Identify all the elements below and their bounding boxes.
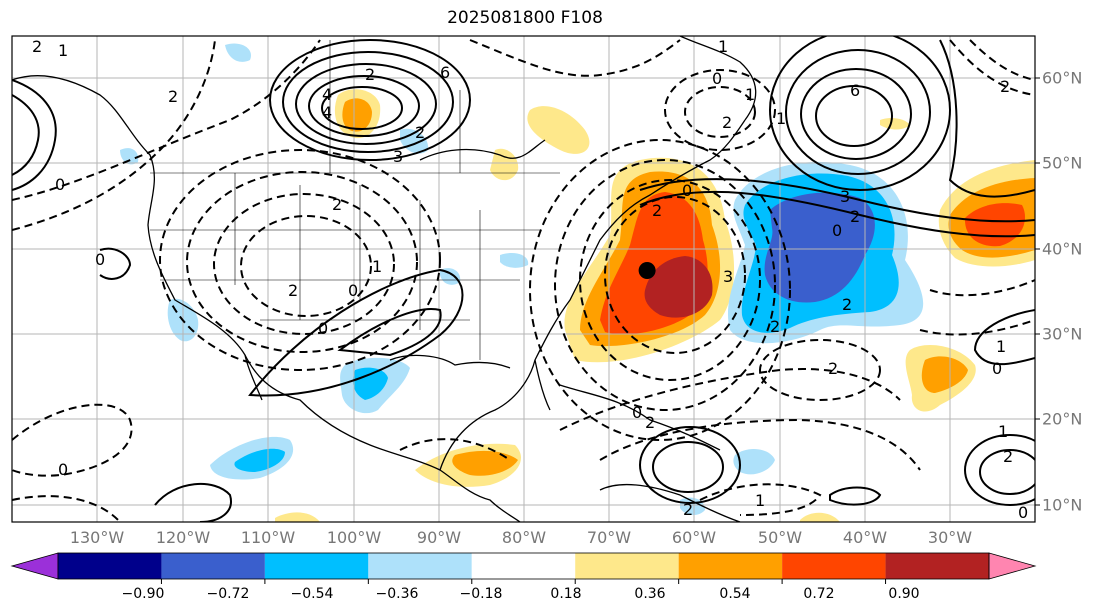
contour-label: 2: [365, 65, 375, 84]
contour-label: 2: [32, 37, 42, 56]
contour-label: 2: [828, 359, 838, 378]
colorbar-tick: −0.18: [459, 586, 503, 602]
lon-label: 80°W: [501, 528, 547, 547]
colorbar-tick: 0.18: [550, 586, 582, 602]
contours-negative: [12, 39, 1035, 522]
contour-label: 0: [682, 181, 692, 200]
lon-label: 40°W: [842, 528, 888, 547]
map-title: 2025081800 F108: [447, 8, 603, 28]
contour-label: 6: [440, 63, 450, 82]
map-frame: [11, 35, 1036, 523]
contour-label: 0: [992, 359, 1002, 378]
contour-label: 3: [723, 267, 733, 286]
colorbar-tick: 0.36: [634, 586, 666, 602]
contour-label: 2: [652, 201, 662, 220]
contour-label: 1: [58, 41, 68, 60]
colorbar-tick: −0.72: [206, 586, 250, 602]
political-borders: [150, 40, 560, 360]
contour-label: 1: [718, 37, 728, 56]
contour-label: 1: [755, 491, 765, 510]
lon-label: 30°W: [927, 528, 973, 547]
lat-label: 30°N: [1042, 324, 1083, 344]
contour-label: 2: [770, 317, 780, 336]
contour-label: 2: [842, 295, 852, 314]
contour-label: 0: [318, 319, 328, 338]
lon-label: 50°W: [757, 528, 803, 547]
contour-label: 2: [288, 281, 298, 300]
contour-label: 1: [372, 257, 382, 276]
contour-labels: 2 1 2 6 4 2 4 3 2 0 0 1 2 0 2 1 1 0 6 1 …: [32, 37, 1028, 522]
contour-label: 2: [168, 87, 178, 106]
shaded-field: [120, 43, 1035, 522]
contour-label: 1: [776, 109, 786, 128]
contour-label: 0: [1018, 503, 1028, 522]
lon-label: 120°W: [155, 528, 211, 547]
contour-label: 0: [95, 250, 105, 269]
contour-label: 1: [998, 422, 1008, 441]
contours-positive: [12, 36, 1035, 522]
lon-label: 90°W: [416, 528, 462, 547]
graticule: [12, 36, 1035, 522]
contour-label: 2: [415, 123, 425, 142]
contour-label: 1: [745, 85, 755, 104]
contour-label: 3: [840, 187, 850, 206]
contour-label: 0: [55, 175, 65, 194]
contour-label: 0: [58, 460, 68, 479]
lat-label: 20°N: [1042, 409, 1083, 429]
contour-label: 2: [683, 500, 693, 519]
point-marker: [638, 261, 656, 279]
colorbar-tick: −0.54: [290, 586, 334, 602]
contour-label: 0: [632, 403, 642, 422]
colorbar-tick: 0.90: [888, 586, 920, 602]
contour-label: 6: [850, 81, 860, 100]
colorbar-tick: −0.90: [121, 586, 165, 602]
lat-label: 50°N: [1042, 153, 1083, 173]
contour-label: 2: [1000, 77, 1010, 96]
colorbar-tick: 0.72: [803, 586, 835, 602]
axis-ticks: [1035, 77, 1040, 506]
contour-label: 0: [348, 281, 358, 300]
lon-label: 110°W: [240, 528, 296, 547]
lon-label: 70°W: [586, 528, 632, 547]
lon-label: 100°W: [326, 528, 382, 547]
contour-label: 4: [322, 103, 332, 122]
contour-label: 0: [712, 69, 722, 88]
contour-label: 2: [1003, 447, 1013, 466]
lon-label: 130°W: [69, 528, 125, 547]
contour-label: 4: [322, 85, 332, 104]
contour-label: 1: [996, 337, 1006, 356]
lat-label: 40°N: [1042, 239, 1083, 259]
contour-label: 3: [393, 147, 403, 166]
contour-label: 2: [722, 113, 732, 132]
lat-label: 10°N: [1042, 495, 1083, 515]
lat-label: 60°N: [1042, 68, 1083, 88]
contour-label: 0: [832, 221, 842, 240]
contour-label: 2: [850, 207, 860, 226]
lon-label: 60°W: [671, 528, 717, 547]
colorbar-tick: 0.54: [719, 586, 751, 602]
contour-label: 2: [645, 413, 655, 432]
contour-label: 2: [332, 195, 342, 214]
colorbar-tick: −0.36: [375, 586, 419, 602]
